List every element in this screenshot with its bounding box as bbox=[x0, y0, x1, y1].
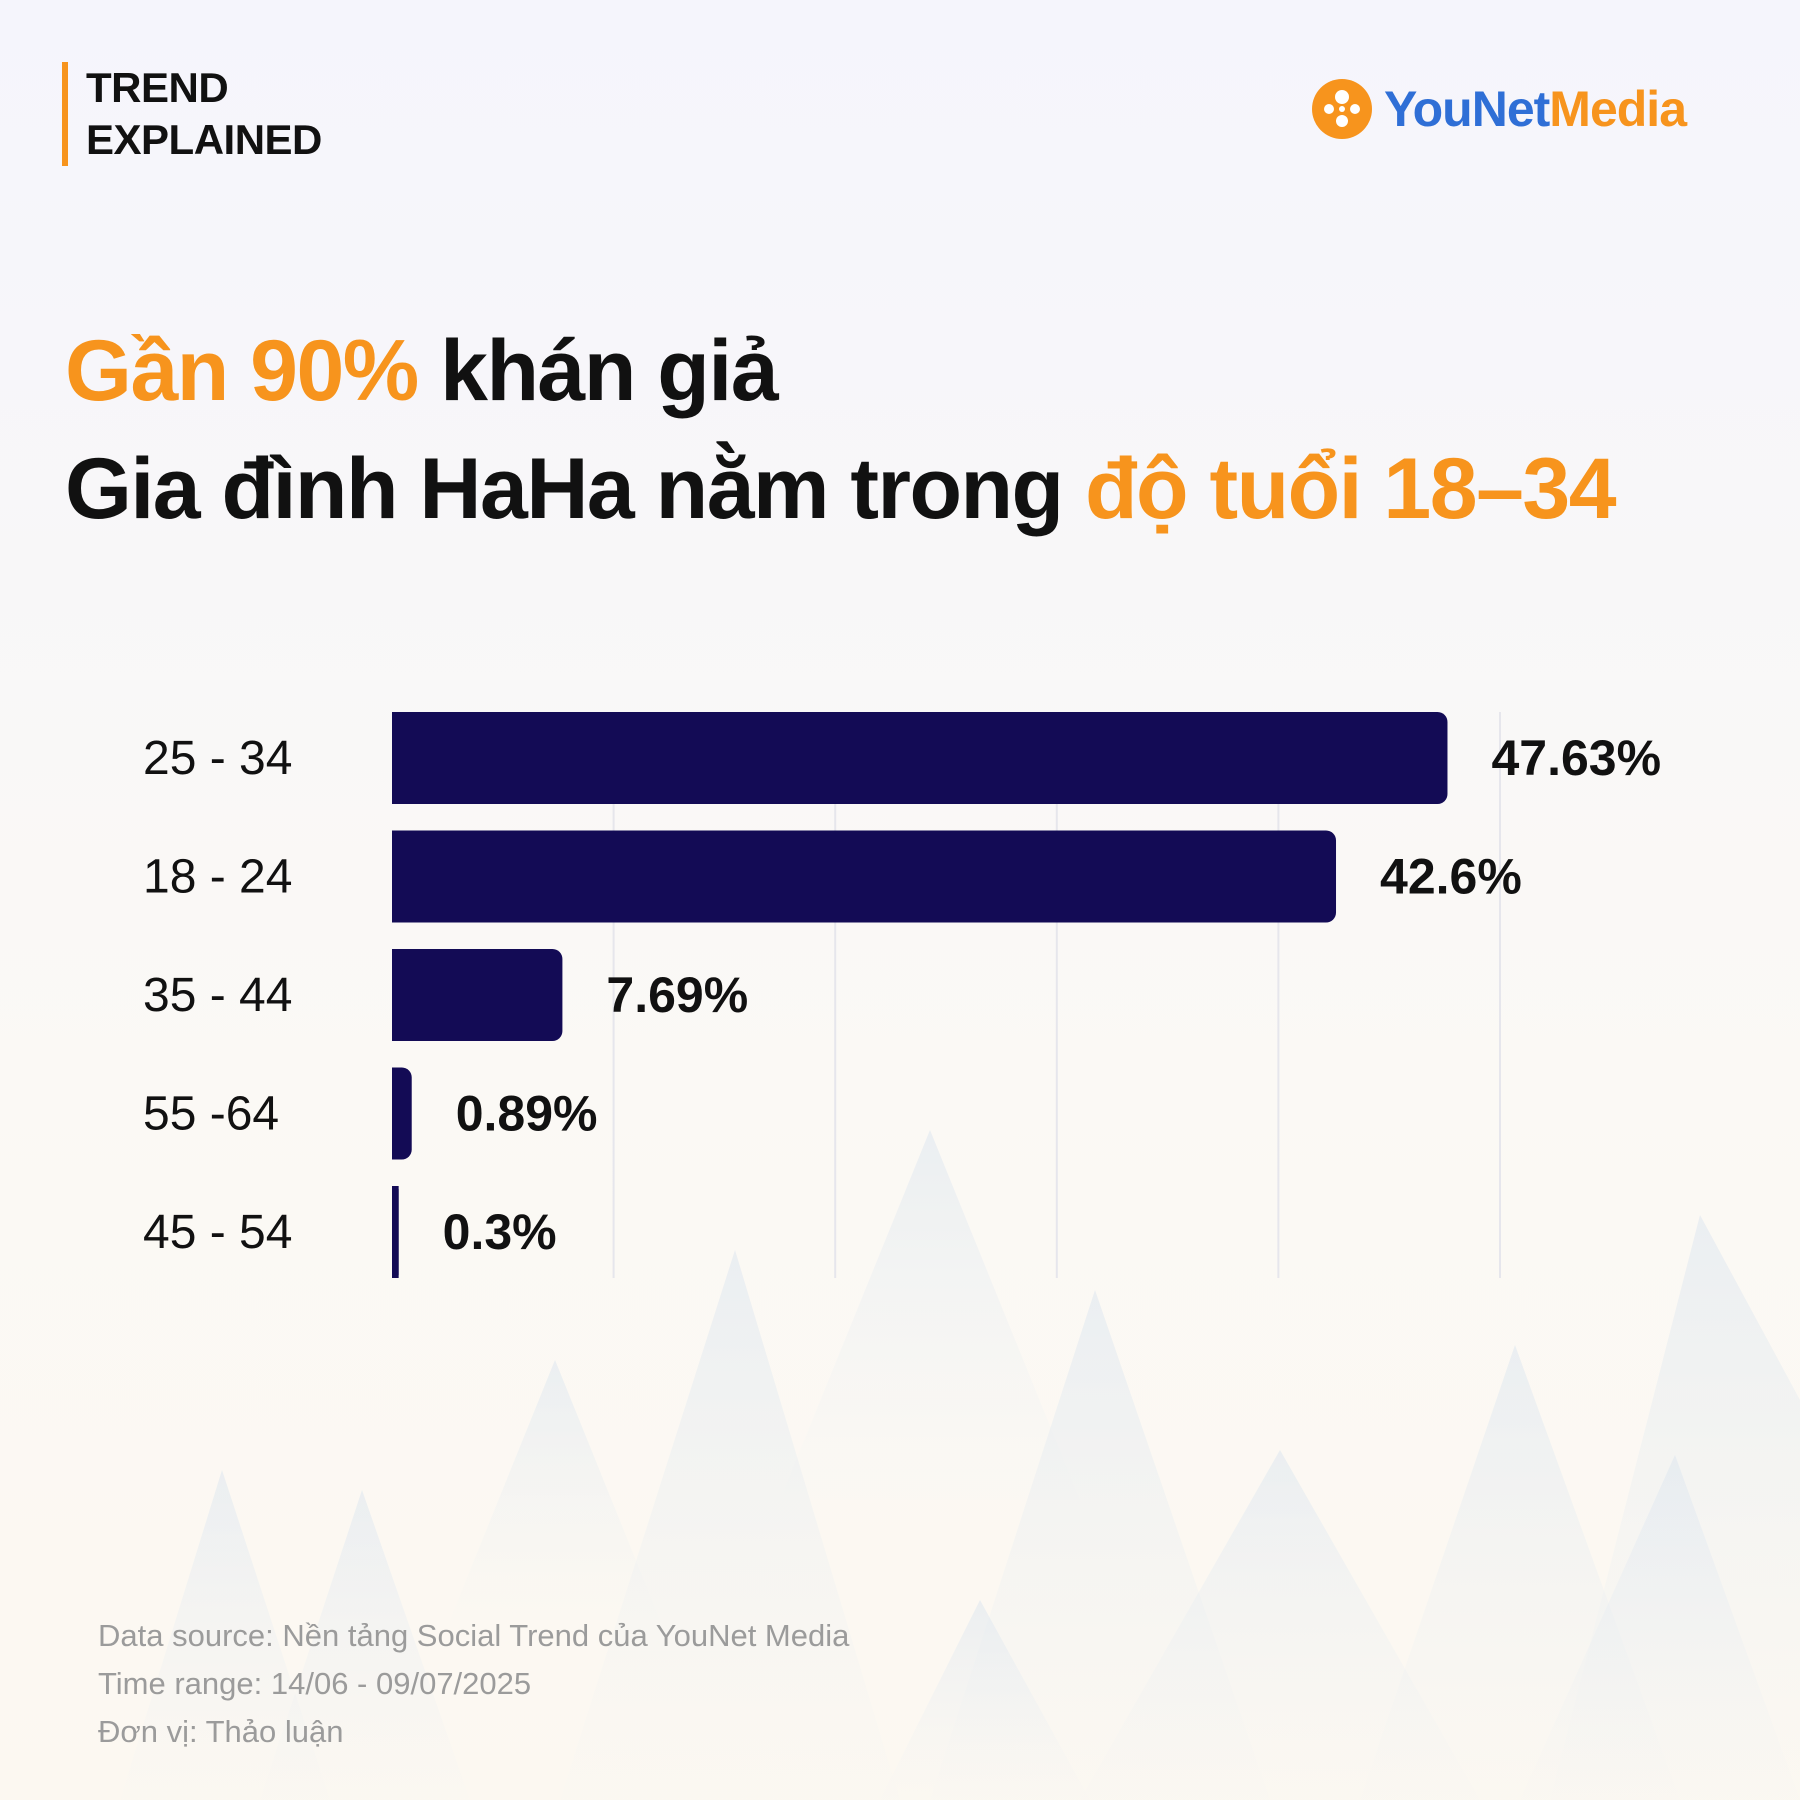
category-label: 55 -64 bbox=[143, 1088, 279, 1141]
title-text-1: khán giả bbox=[417, 323, 778, 419]
title-text-2: Gia đình HaHa nằm trong bbox=[65, 441, 1085, 537]
footer-time-range: Time range: 14/06 - 09/07/2025 bbox=[98, 1666, 532, 1701]
category-label: 18 - 24 bbox=[143, 851, 292, 904]
value-label: 42.6% bbox=[1380, 849, 1522, 905]
category-label: 35 - 44 bbox=[143, 969, 292, 1022]
bar bbox=[392, 830, 1337, 923]
page-title: Gần 90% khán giả Gia đình HaHa nằm trong… bbox=[65, 312, 1617, 548]
footer-unit: Đơn vị: Thảo luận bbox=[98, 1714, 344, 1749]
tag-line-2: EXPLAINED bbox=[86, 116, 322, 163]
trend-explained-tag: TREND EXPLAINED bbox=[62, 62, 322, 166]
younet-media-logo: YouNetMedia bbox=[1310, 74, 1687, 144]
logo-wordmark: YouNetMedia bbox=[1384, 81, 1687, 137]
bar-left-edge bbox=[392, 949, 402, 1041]
title-line-1: Gần 90% khán giả bbox=[65, 312, 1615, 430]
value-label: 0.89% bbox=[456, 1086, 598, 1142]
value-label: 0.3% bbox=[443, 1204, 557, 1260]
footer-source: Data source: Nền tảng Social Trend của Y… bbox=[98, 1618, 850, 1653]
bar-left-edge bbox=[392, 1186, 399, 1278]
category-label: 25 - 34 bbox=[143, 732, 292, 785]
category-label: 45 - 54 bbox=[143, 1206, 292, 1259]
title-accent-1: Gần 90% bbox=[65, 323, 419, 419]
value-label: 7.69% bbox=[606, 967, 748, 1023]
younet-media-logo-icon bbox=[1312, 79, 1372, 139]
bar bbox=[392, 949, 563, 1041]
title-accent-2: độ tuổi 18–34 bbox=[1084, 441, 1617, 537]
tag-line-1: TREND bbox=[86, 64, 229, 111]
value-label: 47.63% bbox=[1491, 730, 1661, 786]
bar bbox=[392, 712, 1448, 804]
bar-left-edge bbox=[392, 712, 402, 804]
bar-left-edge bbox=[392, 830, 402, 923]
footer-notes: Data source: Nền tảng Social Trend của Y… bbox=[98, 1612, 849, 1756]
bar-left-edge bbox=[392, 1067, 402, 1160]
title-line-2: Gia đình HaHa nằm trong độ tuổi 18–34 bbox=[65, 430, 1617, 548]
